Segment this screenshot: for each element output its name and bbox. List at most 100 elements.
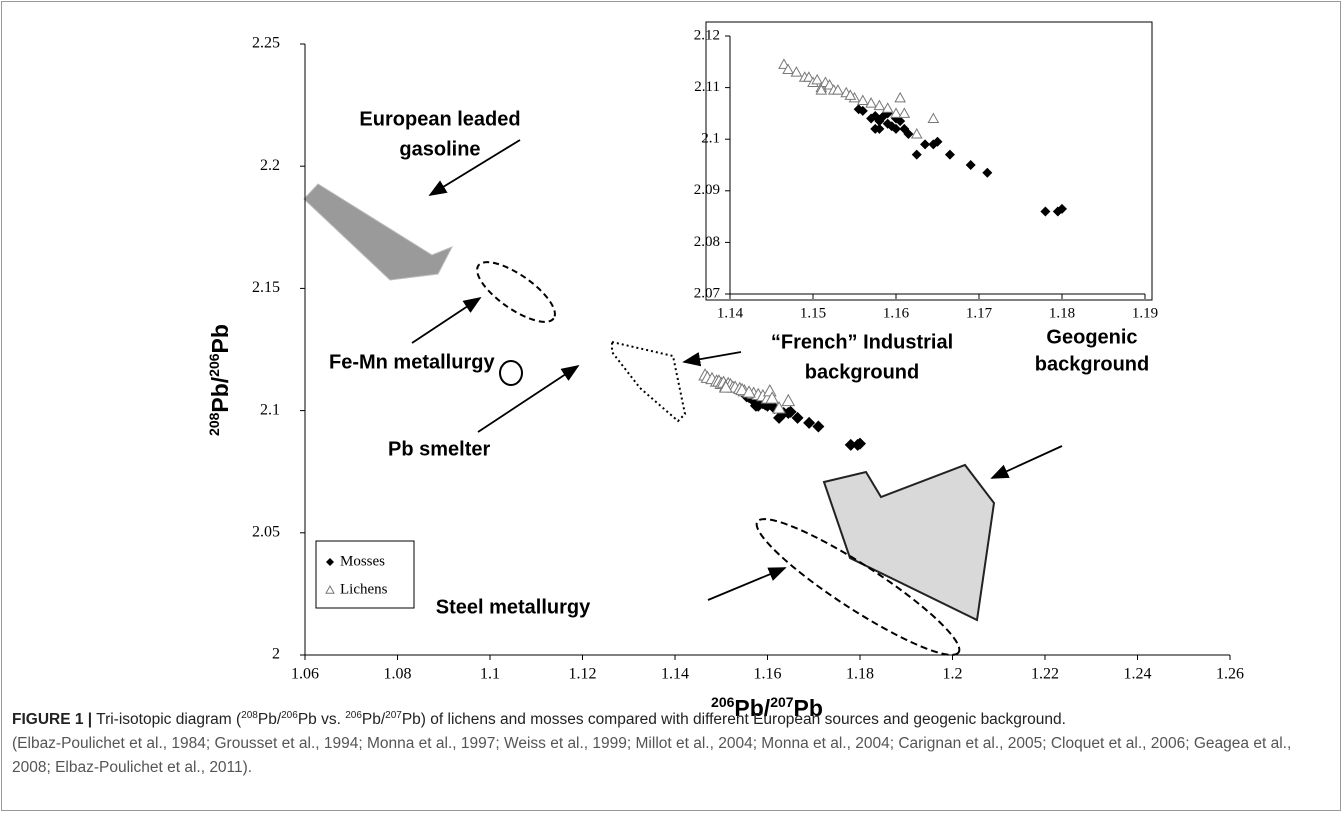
legend-label: Mosses [340,553,385,569]
point [927,112,940,124]
caption-part: 206 [281,709,298,721]
point [778,58,790,69]
arrow [990,445,1063,479]
point [895,116,906,127]
point [844,89,857,100]
x-tick-label: 1.24 [1124,666,1152,683]
point [742,385,756,398]
axis-label-part: 207 [770,694,794,710]
inset-y-tick-label: 2.08 [694,234,720,250]
point [944,149,955,160]
annotation: Pb smelter [388,438,490,460]
point [790,66,803,77]
femn-region [476,261,556,323]
caption-part: Pb/ [257,711,282,728]
point [815,84,828,95]
point [911,149,922,160]
inset-x-tick-label: 1.14 [717,305,744,321]
point [870,123,881,134]
inset-x-tick-label: 1.15 [800,305,826,321]
french-region [611,340,687,423]
caption-part: Pb) of lichens and mosses compared with … [401,711,1066,728]
point [803,416,816,429]
point [920,139,931,150]
steel-region [755,518,961,656]
x-tick-label: 1.06 [291,666,319,683]
point [844,438,857,451]
annotation: background [1035,353,1149,375]
point [762,384,777,397]
axis-label-part: 206 [711,694,735,710]
arrow [707,567,787,601]
caption-part: 208 [241,709,258,721]
caption: FIGURE 1 | Tri-isotopic diagram (208Pb/2… [12,708,1330,780]
point [781,393,796,407]
caption-label: FIGURE 1 | [12,711,93,728]
axis-label-part: Pb [207,324,233,353]
inset-y-tick-label: 2.07 [694,285,721,301]
annotation: Fe-Mn metallurgy [329,351,495,373]
axis-label-part: Pb/ [207,376,233,412]
arrow [411,297,482,344]
y-tick-label: 2.05 [252,523,280,540]
y-tick-label: 2.1 [260,401,280,418]
arrow [682,351,742,367]
annotation: European leaded [359,108,520,130]
inset-x-tick-label: 1.19 [1132,305,1158,321]
caption-part: Pb vs. [297,711,346,728]
inset-x-tick-label: 1.18 [1049,305,1075,321]
x-tick-label: 1.14 [661,666,689,683]
point [982,167,993,178]
inset-x-tick-label: 1.16 [883,305,910,321]
legend-marker [326,558,334,566]
point [854,437,866,450]
point [910,128,923,139]
point [1040,206,1051,217]
point [890,107,902,118]
annotation: Geogenic [1046,326,1137,348]
caption-part: Pb/ [361,711,386,728]
x-tick-label: 1.22 [1031,666,1059,683]
y-tick-label: 2.25 [252,35,280,52]
point [803,71,815,82]
point [749,399,762,412]
x-tick-label: 1.18 [846,666,874,683]
point [932,136,943,147]
x-tick-label: 1.16 [754,666,782,683]
point [791,411,804,424]
caption-part: 207 [385,709,402,721]
x-tick-label: 1.12 [569,666,597,683]
axis-label-part: Pb/ [734,695,770,721]
point [812,420,825,433]
annotation: background [805,361,919,383]
point [898,107,911,118]
point [719,380,733,393]
point [784,405,797,418]
point [832,84,844,95]
arrow [477,365,580,433]
y-tick-label: 2 [272,646,280,663]
point [894,91,906,103]
y-tick-label: 2.2 [260,157,280,174]
x-tick-label: 1.08 [384,666,412,683]
x-axis-label: 206Pb/207Pb [711,694,823,721]
y-tick-label: 2.15 [252,279,280,296]
smelter-region [499,360,523,386]
point [772,401,786,414]
annotation: Steel metallurgy [436,596,591,618]
axis-label-part: Pb [794,695,823,721]
x-tick-label: 1.2 [943,666,963,683]
x-tick-label: 1.1 [480,666,500,683]
point [873,99,886,111]
arrows [411,139,1063,601]
caption-references: (Elbaz-Poulichet et al., 1984; Grousset … [12,735,1292,776]
annotation: gasoline [399,138,480,160]
annotation: “French” Industrial [771,331,953,353]
caption-part: 206 [345,709,362,721]
gasoline-region [303,183,454,281]
legend-label: Lichens [340,581,388,597]
legend-frame [315,540,415,609]
caption-text: Tri-isotopic diagram (208Pb/206Pb vs. 20… [96,709,1066,728]
